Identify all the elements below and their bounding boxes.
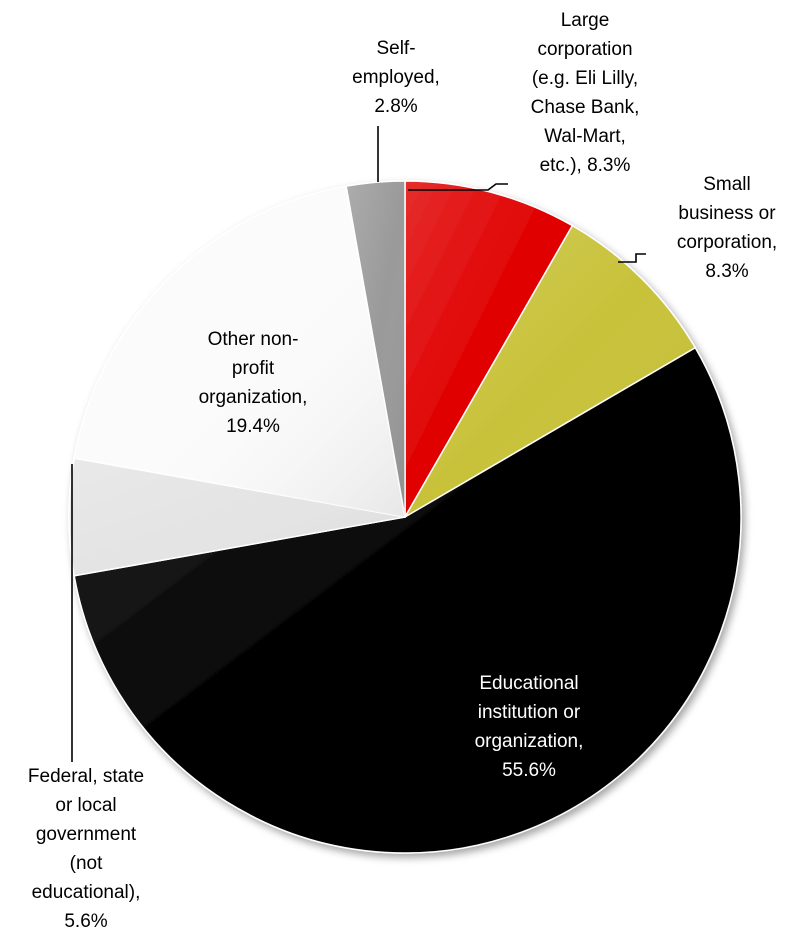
pie-slice-sheen [346,181,405,517]
slice-label-line: Chase Bank, [531,97,640,118]
slice-label-self-employed: Self-employed, 2.8% [352,38,440,117]
slice-label-line: Self- [376,38,415,59]
slice-label-educational-institution-or-organization: Educational institution or organization, 55… [475,673,584,781]
pie-slice-sheen [74,186,405,517]
slice-label-line: 55.6% [502,760,556,781]
slice-label-line: profit [232,358,275,379]
pie-slice-sheen [405,225,696,517]
leader-line-small-business-or-corporation [618,253,646,263]
slice-label-line: 5.6% [64,911,107,932]
slice-label-line: corporation [537,39,632,60]
slice-label-line: organization, [199,387,308,408]
slice-label-line: business or [678,203,776,224]
slice-label-line: (e.g. Eli Lilly, [532,68,638,89]
slice-label-line: government [36,824,137,845]
slice-label-line: Other non- [208,329,299,350]
slice-label-line: or local [55,795,116,816]
leader-lines [71,126,646,762]
slice-label-large-corporation-e-g-eli-lilly-chase-bank-wal-mart-etc: Large corporation (e.g. Eli Lilly, Chase Ba… [531,10,640,176]
slice-label-line: corporation, [677,232,777,253]
slice-label-line: Large [561,10,610,31]
slice-label-line: Wal-Mart, [544,126,626,147]
slice-label-line: etc.), 8.3% [540,155,631,176]
slice-label-line: educational), [32,882,141,903]
pie-slice-sheen [405,181,573,517]
slice-label-line: organization, [475,731,584,752]
leader-line-large-corporation-e-g-eli-lilly-chase-bank-wal-mart-etc [408,183,508,191]
slice-label-line: (not [70,853,103,874]
slice-label-line: 2.8% [374,96,417,117]
slice-label-federal-state-or-local-government-not-educational: Federal, state or local government (not educ… [28,766,144,932]
slice-label-line: Federal, state [28,766,144,787]
slice-label-line: Educational [479,673,578,694]
slice-label-line: 8.3% [705,261,748,282]
pie-slice-sheen [69,458,405,576]
slice-labels: Large corporation (e.g. Eli Lilly, Chase Ba… [28,10,777,932]
pie-slice-sheen [74,347,742,853]
slice-label-other-non-profit-organization: Other non-profit organization, 19.4% [199,329,308,437]
slice-label-small-business-or-corporation: Small business or corporation, 8.3% [677,174,777,282]
slice-label-line: employed, [352,67,440,88]
slice-label-line: institution or [478,702,581,723]
pie-slices [68,180,742,854]
slice-label-line: Small [703,174,751,195]
slice-label-line: 19.4% [226,416,280,437]
